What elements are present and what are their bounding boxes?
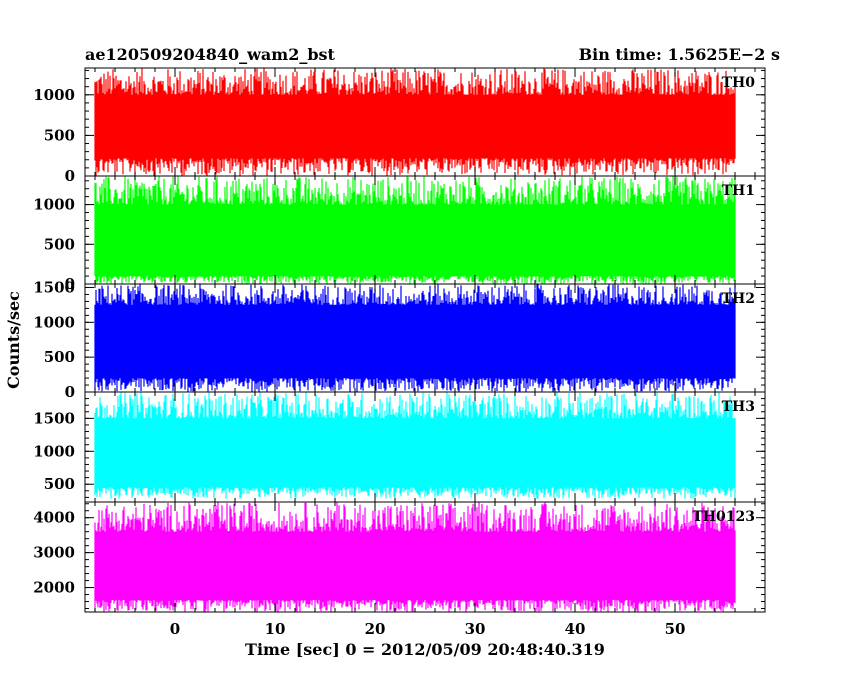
x-tick-label-0: 0	[170, 620, 180, 638]
panel-label-th3: TH3	[722, 399, 755, 415]
panel-th0: 0 500 1000 TH0	[33, 67, 766, 185]
series-th0123-line	[94, 502, 736, 612]
x-axis: 0 10 20 30 40 50	[170, 620, 686, 638]
panel-label-th2: TH2	[722, 291, 755, 307]
y-tick-label-th3-1000: 1000	[33, 442, 75, 460]
panel-label-th1: TH1	[722, 183, 755, 199]
y-tick-label-th0-0: 0	[65, 167, 75, 185]
x-tick-label-40: 40	[565, 620, 586, 638]
x-tick-label-10: 10	[265, 620, 286, 638]
panel-th1: 0 500 1000 TH1	[33, 175, 766, 293]
y-tick-label-th1-1000: 1000	[33, 196, 75, 214]
y-tick-label-th3-500: 500	[44, 475, 75, 493]
y-tick-label-th0123-3000: 3000	[33, 544, 75, 562]
y-tick-label-th2-0: 0	[65, 383, 75, 401]
panel-label-th0: TH0	[722, 75, 756, 91]
series-th0-line	[94, 68, 736, 176]
y-tick-label-th1-0: 0	[65, 275, 75, 293]
panel-th0123-frame	[84, 501, 766, 613]
x-tick-label-20: 20	[365, 620, 386, 638]
panel-th2: 0 500 1000 1500 TH2	[33, 278, 766, 401]
title-left: ae120509204840_wam2_bst	[85, 45, 336, 64]
x-tick-label-30: 30	[465, 620, 486, 638]
title-right: Bin time: 1.5625E−2 s	[579, 45, 780, 64]
x-axis-label: Time [sec] 0 = 2012/05/09 20:48:40.319	[245, 640, 605, 659]
y-tick-label-th0-1000: 1000	[33, 86, 75, 104]
y-tick-label-th0123-2000: 2000	[33, 579, 75, 597]
panel-label-th0123: TH0123	[692, 509, 755, 525]
y-tick-label-th0123-4000: 4000	[33, 509, 75, 527]
series-th3-line	[94, 392, 736, 499]
panel-th3: 500 1000 1500 TH3	[33, 391, 766, 503]
panel-th0123: 2000 3000 4000 TH0123	[33, 501, 766, 613]
x-tick-label-50: 50	[665, 620, 686, 638]
y-tick-label-th0-500: 500	[44, 126, 75, 144]
series-th2-line	[94, 284, 736, 392]
series-th1-line	[94, 176, 736, 284]
y-tick-label-th2-1500: 1500	[33, 278, 75, 296]
y-tick-label-th2-500: 500	[44, 348, 75, 366]
panels-group: 0 500 1000 TH0 0 500 1000 TH1 0 500 1000 1500 TH2 500…	[33, 67, 766, 613]
y-tick-label-th1-500: 500	[44, 235, 75, 253]
y-tick-label-th2-1000: 1000	[33, 313, 75, 331]
y-tick-label-th3-1500: 1500	[33, 409, 75, 427]
y-axis-label: Counts/sec	[4, 291, 23, 389]
